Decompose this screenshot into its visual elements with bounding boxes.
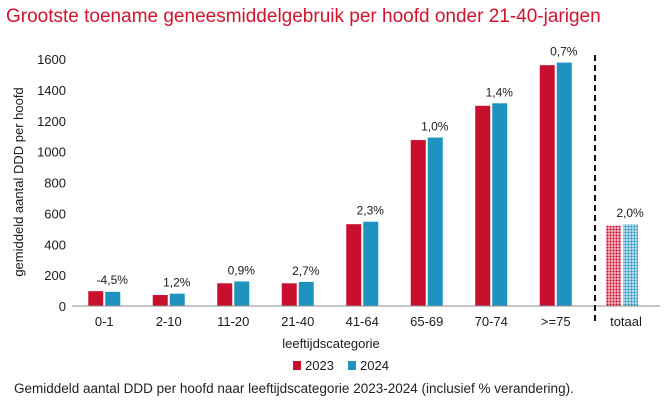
y-tick-label: 400 [44,237,66,252]
y-tick-label: 600 [44,206,66,221]
y-tick-label: 800 [44,176,66,191]
bar-total-2024 [623,224,638,306]
change-label: -4,5% [97,273,129,287]
bar-2024-0-1 [105,291,121,306]
x-tick-label: 0-1 [95,314,114,329]
change-label: 2,7% [292,264,320,278]
caption: Gemiddeld aantal DDD per hoofd naar leef… [14,381,574,396]
bar-2024-41-64 [363,221,379,306]
bar-2023-11-20 [217,283,233,306]
chart-title: Grootste toename geneesmiddelgebruik per… [6,6,601,27]
x-axis-label: leeftijdscategorie [282,336,380,351]
x-tick-label: 11-20 [217,314,249,329]
bar-2024-11-20 [234,281,250,306]
x-tick-label: 65-69 [410,314,443,329]
x-tick-label: 21-40 [281,314,314,329]
y-axis-ticks: 0 200 400 600 800 1000 1200 1400 1600 [37,52,66,314]
bar-2023-70-74 [475,105,491,306]
bar-2023-0-1 [88,291,104,306]
legend-label-2024: 2024 [360,358,389,373]
x-tick-label-total: totaal [610,314,642,329]
y-tick-label: 0 [59,299,66,314]
legend: 2023 2024 [293,358,389,373]
change-label-total: 2,0% [616,206,644,220]
legend-swatch-2024 [348,361,356,370]
x-tick-label: >=75 [541,314,571,329]
bar-2023->=75 [539,65,555,306]
y-tick-label: 1000 [37,145,66,160]
bar-2023-2-10 [152,295,168,306]
x-tick-label: 70-74 [475,314,508,329]
y-tick-label: 1400 [37,83,66,98]
change-label: 1,2% [163,276,191,290]
y-axis-label: gemiddeld aantal DDD per hoofd [11,87,26,276]
bar-2024-21-40 [298,281,314,306]
bar-2024->=75 [556,62,572,306]
bar-total-2023 [606,225,621,306]
bar-2024-2-10 [169,293,185,306]
change-label: 0,7% [550,45,578,59]
change-label: 2,3% [357,204,385,218]
legend-label-2023: 2023 [305,358,334,373]
bar-2023-41-64 [346,224,362,306]
bar-chart: 0 200 400 600 800 1000 1200 1400 1600 -4,5% 1,2% 0… [11,45,660,373]
bar-2024-65-69 [427,137,443,306]
change-label: 1,0% [421,120,449,134]
bar-2023-21-40 [281,283,297,306]
legend-swatch-2023 [293,361,301,370]
x-axis-ticks: 0-1 2-10 11-20 21-40 41-64 65-69 70-74 >=75 tota… [95,314,642,329]
y-tick-label: 200 [44,268,66,283]
bar-2024-70-74 [492,103,508,306]
y-tick-label: 1200 [37,114,66,129]
x-tick-label: 41-64 [346,314,379,329]
change-labels: -4,5% 1,2% 0,9% 2,7% 2,3% 1,0% 1,4% 0,7% 2,0% [97,45,644,290]
y-tick-label: 1600 [37,52,66,67]
x-tick-label: 2-10 [156,314,182,329]
change-label: 0,9% [228,263,256,277]
bar-2023-65-69 [410,140,426,306]
change-label: 1,4% [486,85,514,99]
bars [88,62,638,306]
